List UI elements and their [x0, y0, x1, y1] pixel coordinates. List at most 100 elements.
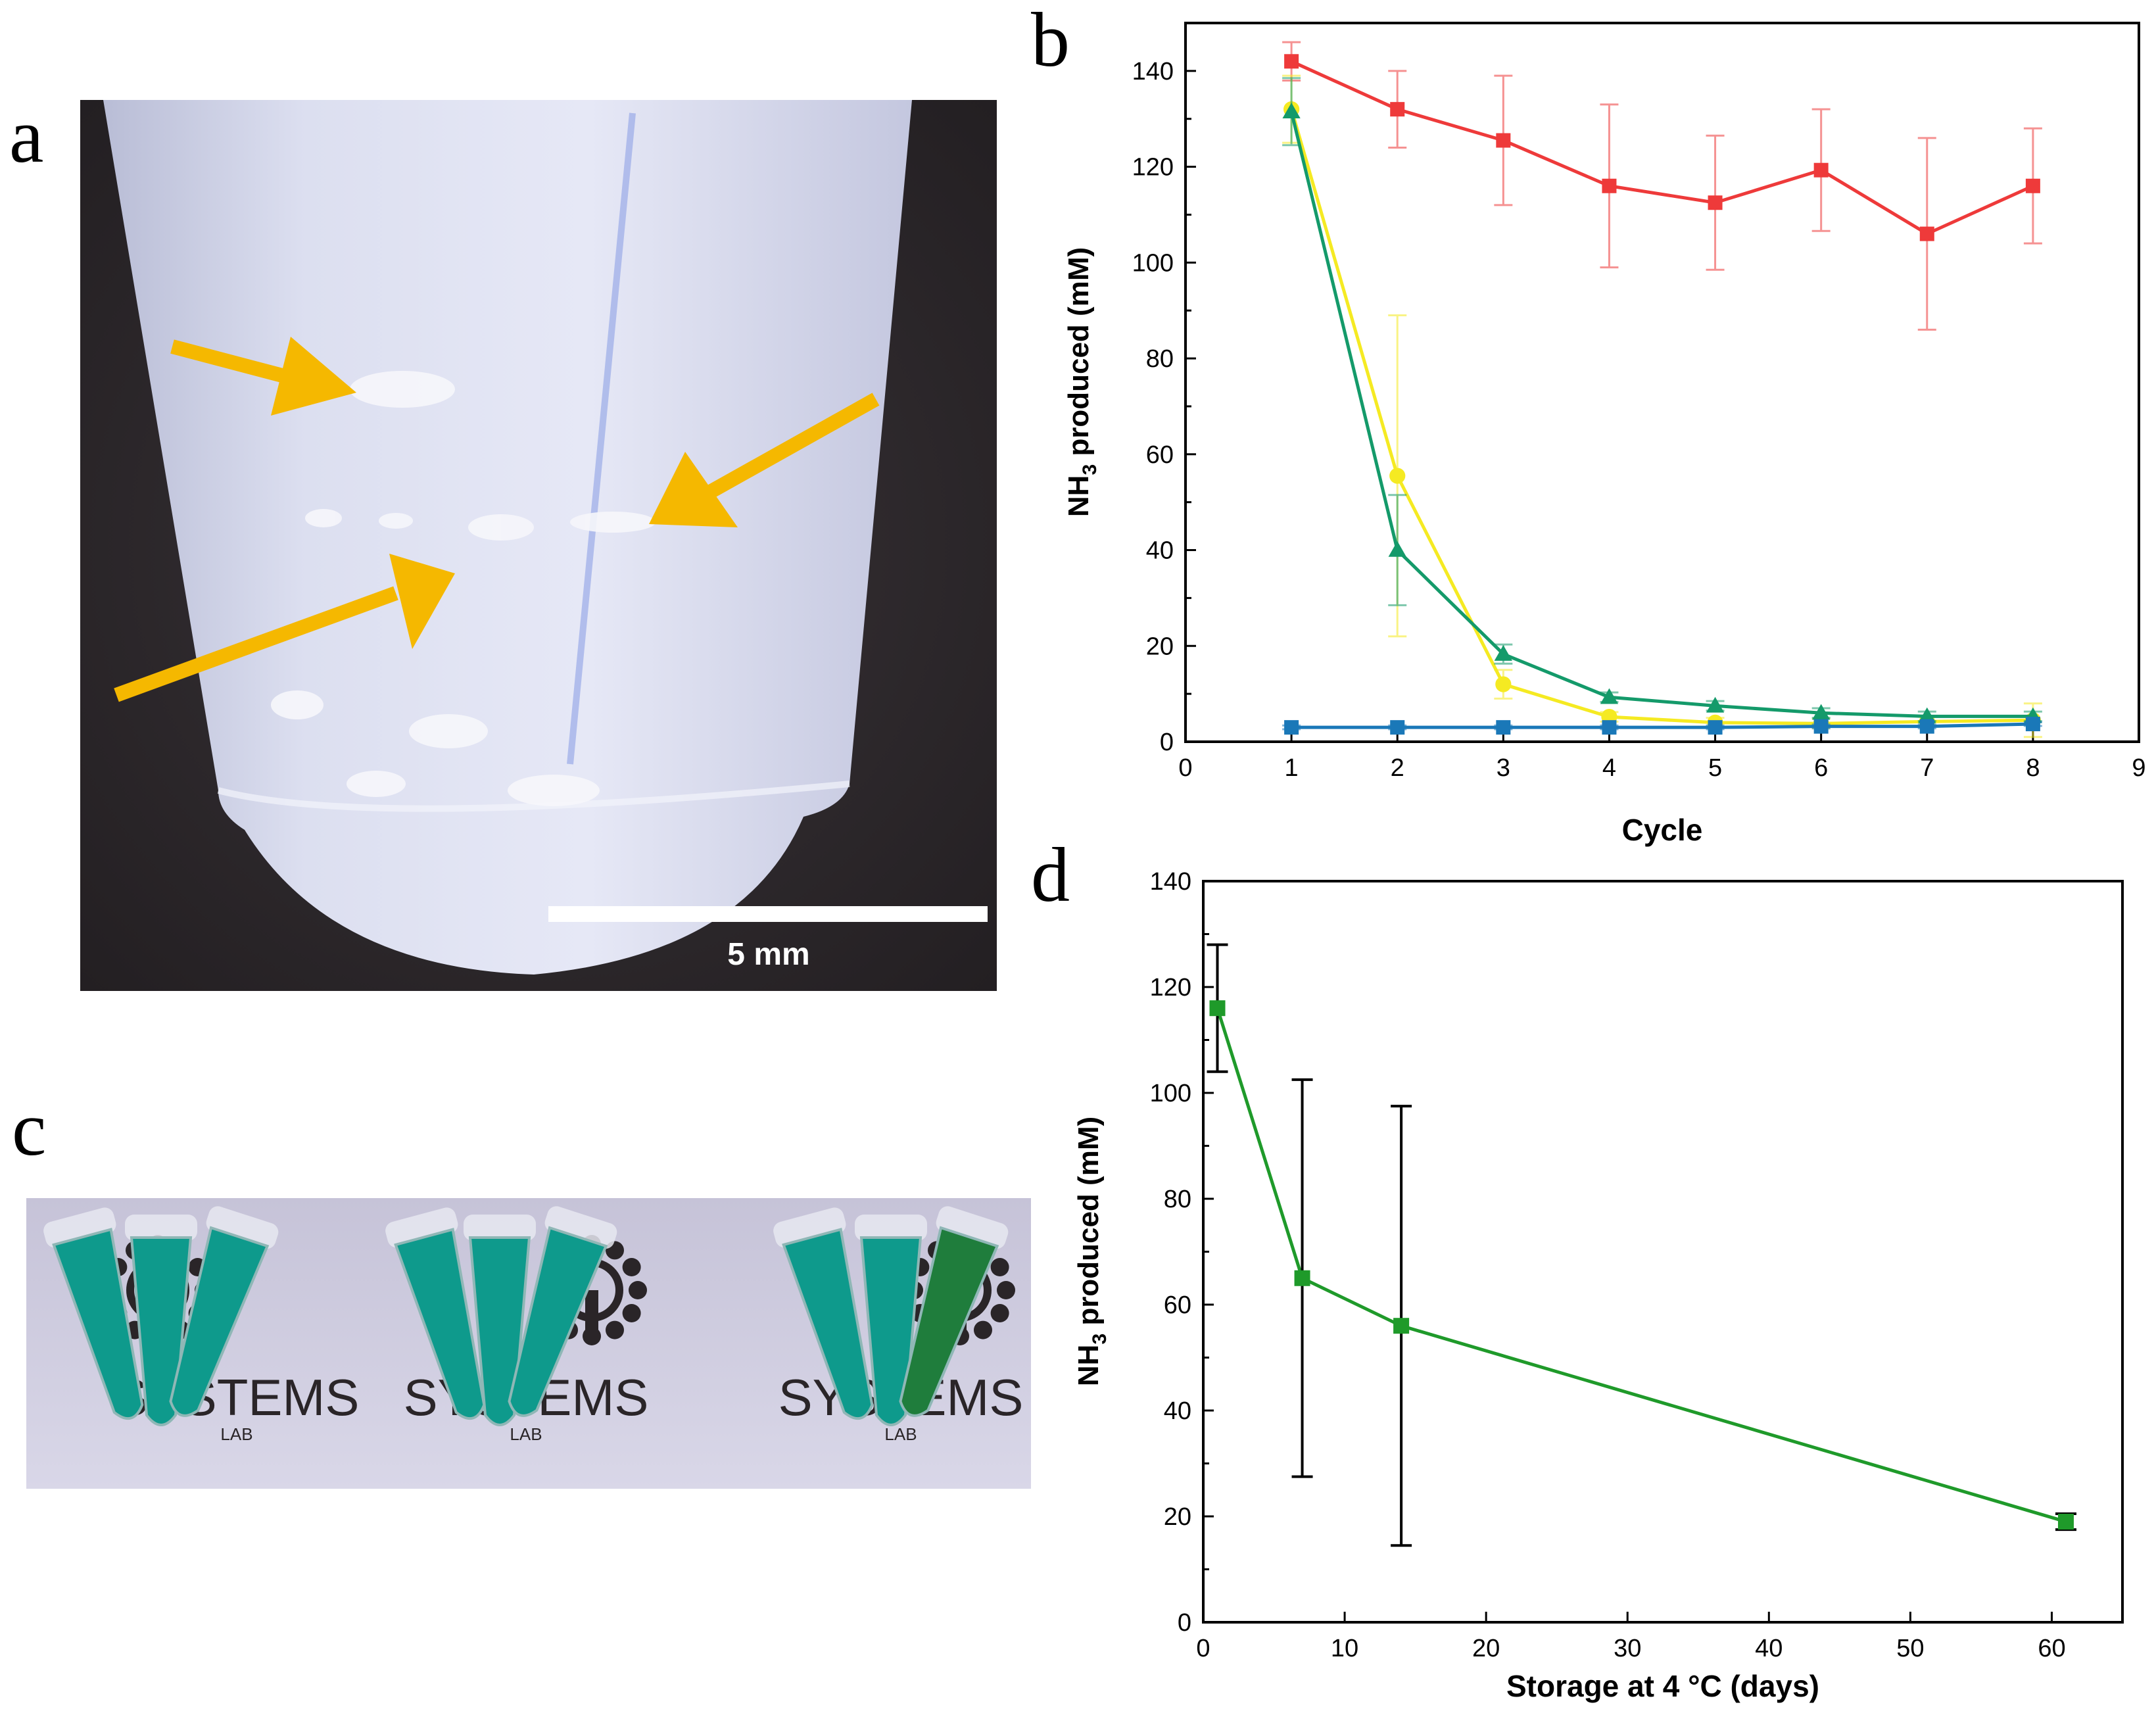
x-tick-label: 9 — [2132, 754, 2145, 782]
y-tick-label: 80 — [1146, 345, 1174, 373]
x-tick-label: 40 — [1755, 1635, 1783, 1662]
y-tick-label: 40 — [1146, 537, 1174, 565]
data-point — [1494, 645, 1512, 661]
logo-subtext: LAB — [220, 1424, 252, 1444]
scale-bar-label: 5 mm — [727, 937, 809, 972]
data-point — [1390, 720, 1405, 735]
data-point — [1918, 707, 1936, 723]
data-point — [2057, 1514, 2074, 1530]
x-tick-label: 50 — [1896, 1635, 1924, 1662]
data-point — [1708, 720, 1723, 735]
x-tick-label: 1 — [1285, 754, 1299, 782]
data-point — [1600, 688, 1619, 704]
x-tick-label: 6 — [1814, 754, 1828, 782]
sample-tube — [773, 1207, 874, 1420]
data-point — [1389, 468, 1406, 484]
x-tick-label: 7 — [1920, 754, 1934, 782]
y-tick-label: 100 — [1150, 1080, 1191, 1107]
arrow-icon-2 — [649, 393, 880, 527]
y-axis-label: NH3 produced (mM) — [1063, 247, 1101, 517]
scale-bar — [548, 906, 988, 922]
y-tick-label: 20 — [1146, 633, 1174, 660]
y-tick-label: 140 — [1150, 868, 1191, 896]
x-tick-label: 2 — [1391, 754, 1404, 782]
series-4 — [1282, 717, 2042, 735]
y-tick-label: 20 — [1164, 1503, 1191, 1531]
arrow-icon-1 — [170, 337, 356, 416]
series-line — [1289, 108, 2033, 725]
data-point — [1282, 103, 1301, 119]
sample-tube — [899, 1206, 1009, 1417]
x-axis-label: Cycle — [1622, 813, 1703, 847]
data-point — [1284, 54, 1299, 69]
x-tick-label: 10 — [1331, 1635, 1358, 1662]
series-line — [1289, 111, 2033, 718]
y-axis-label: NH3 produced (mM) — [1072, 1117, 1111, 1386]
data-point — [1813, 719, 1829, 734]
bead-particles — [271, 371, 656, 806]
y-tick-label: 140 — [1132, 58, 1174, 85]
data-point — [1602, 720, 1617, 735]
data-point — [2025, 717, 2040, 732]
chart-d: 0 10 20 30 40 50 60 0 20 40 60 80 100 120 140 Storage … — [1072, 868, 2124, 1703]
axis-ticks: 0 1 2 3 4 5 6 7 8 9 0 20 40 60 80 100 120 140 — [1132, 58, 2146, 782]
data-point — [1812, 704, 1831, 720]
x-tick-label: 0 — [1178, 754, 1192, 782]
logo-subtext: LAB — [510, 1424, 542, 1444]
sample-tube — [508, 1206, 617, 1417]
x-tick-label: 8 — [2026, 754, 2040, 782]
data-point — [1284, 720, 1299, 735]
y-tick-label: 120 — [1150, 974, 1191, 1001]
data-point — [1496, 133, 1511, 148]
y-tick-label: 60 — [1164, 1291, 1191, 1319]
series-line — [1291, 722, 2033, 729]
y-tick-label: 80 — [1164, 1186, 1191, 1213]
y-tick-label: 120 — [1132, 154, 1174, 181]
x-tick-label: 0 — [1196, 1635, 1210, 1662]
data-point — [1496, 720, 1511, 735]
y-tick-label: 0 — [1160, 729, 1174, 756]
x-tick-label: 20 — [1472, 1635, 1500, 1662]
series-line — [1291, 60, 2034, 236]
data-point — [1495, 676, 1512, 692]
y-tick-label: 40 — [1164, 1397, 1191, 1425]
axis-ticks: 0 10 20 30 40 50 60 0 20 40 60 80 100 120 140 — [1150, 868, 2066, 1662]
sample-tube — [169, 1206, 279, 1417]
data-point — [1390, 102, 1405, 117]
sample-tube — [43, 1207, 144, 1420]
plot-frame — [1202, 880, 2124, 1624]
tube-group — [43, 1206, 1009, 1426]
plot-frame — [1184, 22, 2140, 743]
x-tick-label: 3 — [1497, 754, 1510, 782]
series-1 — [1282, 41, 2042, 331]
tube-light-streak — [567, 112, 636, 765]
series-2 — [1282, 74, 2042, 738]
series-1 — [1207, 943, 2076, 1547]
y-tick-label: 100 — [1132, 249, 1174, 277]
tubes-photo: SYSTEMSLABSYSTEMSLABSYSTEMSLAB — [26, 1198, 1031, 1489]
panel-letter-d: d — [1031, 832, 1070, 918]
data-point — [1919, 719, 1934, 734]
data-point — [1393, 1318, 1410, 1334]
chart-b: 0 1 2 3 4 5 6 7 8 9 0 20 40 60 80 100 120 140 Cycle NH3 p… — [1063, 22, 2146, 847]
panel-letter-a: a — [9, 93, 44, 179]
arrow-icon-3 — [114, 554, 455, 702]
series-3 — [1282, 77, 2042, 723]
data-point — [1388, 541, 1406, 557]
x-tick-label: 60 — [2038, 1635, 2065, 1662]
data-point — [1919, 226, 1934, 241]
data-point — [2025, 178, 2040, 193]
y-tick-label: 0 — [1178, 1609, 1191, 1637]
panel-letter-b: b — [1031, 0, 1070, 83]
data-point — [1294, 1270, 1310, 1286]
tube-photo: 5 mm — [80, 100, 997, 991]
data-point — [1813, 162, 1829, 178]
logo-subtext: LAB — [884, 1424, 917, 1444]
data-point — [1708, 195, 1723, 210]
x-axis-label: Storage at 4 °C (days) — [1506, 1669, 1819, 1703]
y-tick-label: 60 — [1146, 441, 1174, 469]
chart-series — [1282, 41, 2042, 738]
x-tick-label: 4 — [1602, 754, 1616, 782]
series-line — [1216, 1007, 2067, 1524]
x-tick-label: 30 — [1614, 1635, 1641, 1662]
